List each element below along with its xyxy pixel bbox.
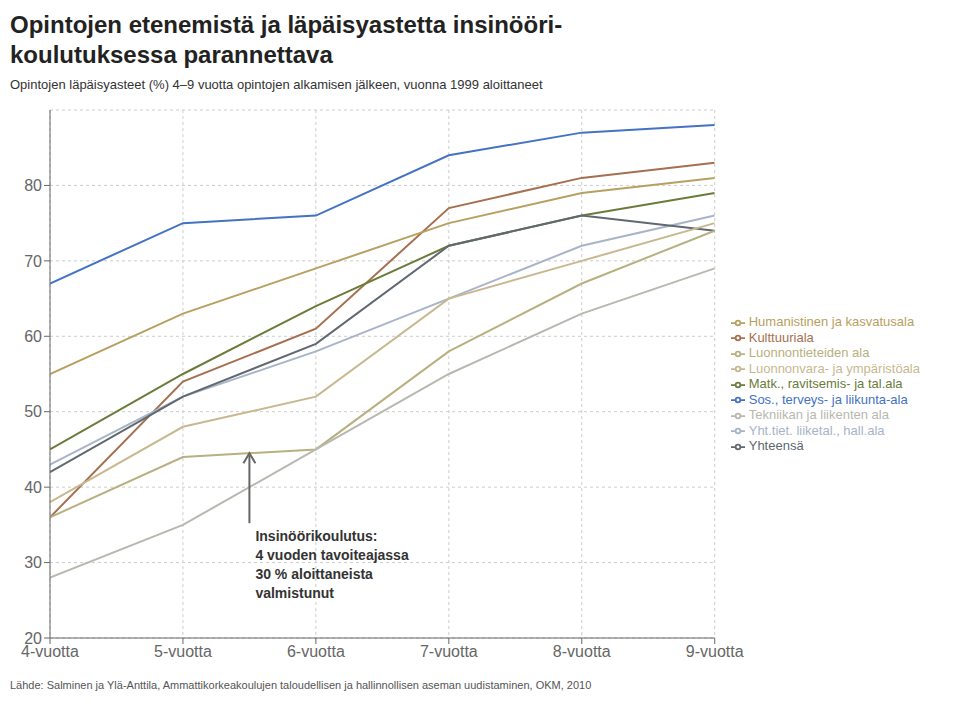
svg-text:50: 50 bbox=[24, 403, 42, 420]
html-text:Luonnontieteiden ala: Luonnontieteiden ala bbox=[748, 345, 870, 361]
html-text:Opintojen läpäisyasteet (%) 4–: Opintojen läpäisyasteet (%) 4–9 vuotta o… bbox=[10, 77, 543, 92]
html-text:koulutuksessa parannettava: koulutuksessa parannettava bbox=[10, 41, 333, 68]
html-text:Luonnonvara- ja ympäristöala: Luonnonvara- ja ympäristöala bbox=[748, 360, 920, 376]
svg-text:30: 30 bbox=[24, 554, 42, 571]
svg-text:Insinöörikoulutus:4 vuoden tav: Insinöörikoulutus:4 vuoden tavoiteajassa… bbox=[255, 528, 409, 601]
svg-text:9-vuotta: 9-vuotta bbox=[686, 643, 744, 660]
svg-text:6-vuotta: 6-vuotta bbox=[287, 643, 345, 660]
svg-text:40: 40 bbox=[24, 479, 42, 496]
html-text:Opintojen etenemistä ja läpäis: Opintojen etenemistä ja läpäisyastetta i… bbox=[10, 11, 563, 38]
svg-text:5-vuotta: 5-vuotta bbox=[154, 643, 212, 660]
html-text:Yhteensä: Yhteensä bbox=[748, 438, 804, 454]
html-text:Yht.tiet. liiketal., hall.ala: Yht.tiet. liiketal., hall.ala bbox=[748, 422, 885, 438]
svg-text:70: 70 bbox=[24, 253, 42, 270]
html-text:Tekniikan ja liikenten ala: Tekniikan ja liikenten ala bbox=[748, 407, 889, 423]
svg-text:7-vuotta: 7-vuotta bbox=[420, 643, 478, 660]
svg-text:8-vuotta: 8-vuotta bbox=[553, 643, 611, 660]
html-text:Kulttuuriala: Kulttuuriala bbox=[748, 329, 814, 345]
html-text:Humanistinen ja kasvatusala: Humanistinen ja kasvatusala bbox=[748, 314, 915, 329]
html-text:Lähde: Salminen ja Ylä-Anttila: Lähde: Salminen ja Ylä-Anttila, Ammattik… bbox=[10, 679, 592, 691]
svg-text:20: 20 bbox=[24, 630, 42, 647]
html-text:Sos., terveys- ja liikunta-ala: Sos., terveys- ja liikunta-ala bbox=[748, 391, 908, 407]
svg-text:4-vuotta: 4-vuotta bbox=[21, 643, 79, 661]
svg-text:80: 80 bbox=[24, 177, 42, 194]
html-text:Matk., ravitsemis- ja tal.ala: Matk., ravitsemis- ja tal.ala bbox=[748, 376, 903, 392]
svg-text:60: 60 bbox=[24, 328, 42, 345]
